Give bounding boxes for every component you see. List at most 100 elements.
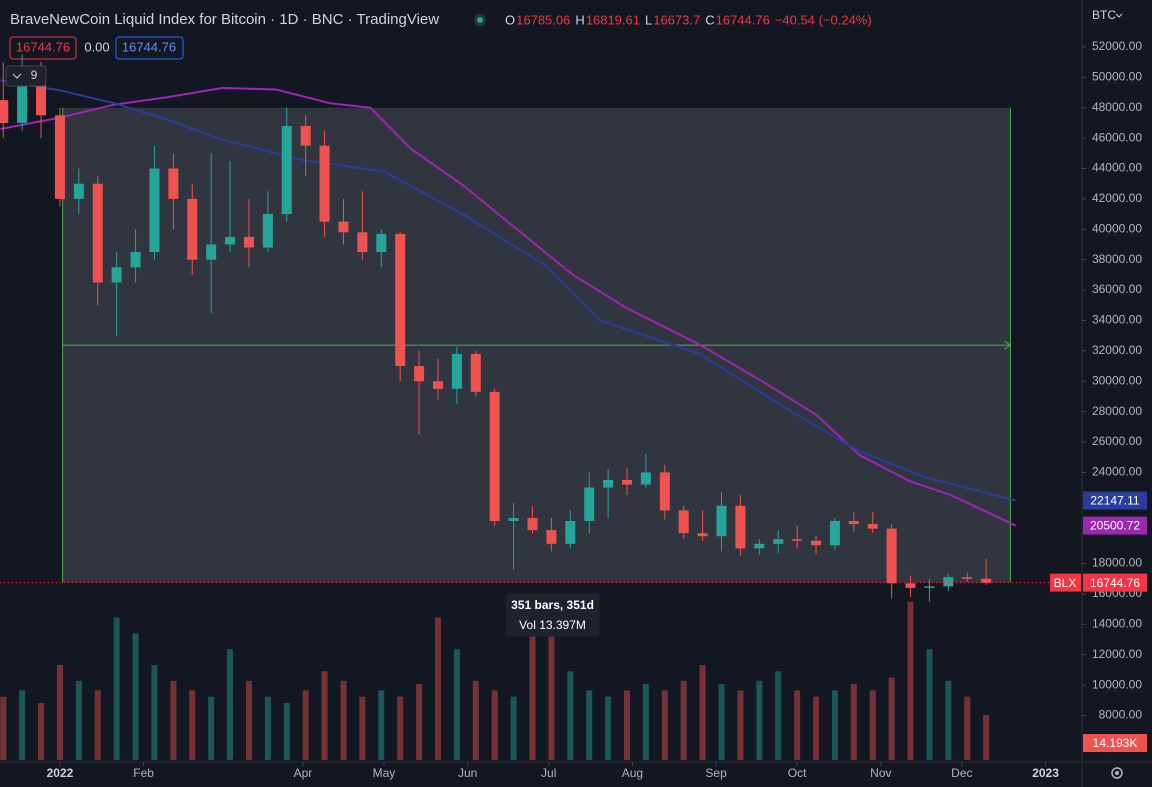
- candle-body: [0, 100, 9, 123]
- measure-arrow: [1004, 340, 1012, 350]
- y-tick-label: 10000.00: [1092, 677, 1142, 691]
- candle-body: [773, 539, 784, 544]
- candle-body: [640, 472, 651, 485]
- volume-label-box: [1083, 734, 1147, 752]
- volume-bar: [926, 649, 933, 760]
- x-tick-label: Jul: [541, 766, 556, 780]
- volume-bar: [132, 633, 139, 760]
- y-tick-label: 36000.00: [1092, 282, 1142, 296]
- volume-bar: [510, 696, 517, 760]
- ohlc-label: L: [645, 12, 652, 27]
- candle-body: [357, 232, 368, 253]
- volume-bar: [264, 696, 271, 760]
- candle-body: [36, 84, 47, 116]
- settings-icon[interactable]: [1111, 767, 1123, 779]
- currency[interactable]: BTC: [1092, 8, 1116, 22]
- collapse-button[interactable]: [5, 65, 47, 87]
- volume-bar: [888, 677, 895, 760]
- volume-bar: [208, 696, 215, 760]
- volume-bar: [321, 671, 328, 760]
- volume-bar: [397, 696, 404, 760]
- candle-body: [168, 168, 179, 199]
- volume-bar: [718, 684, 725, 760]
- y-tick-label: 8000.00: [1099, 708, 1143, 722]
- candle-body: [262, 214, 273, 248]
- candle-body: [111, 267, 122, 283]
- volume-bar: [850, 684, 857, 760]
- x-tick-label: 2022: [47, 766, 74, 780]
- tag-label: BLX: [1054, 576, 1077, 590]
- volume-bar: [529, 601, 536, 760]
- x-tick-label: Oct: [788, 766, 807, 780]
- x-tick-label: Apr: [294, 766, 313, 780]
- candle-body: [54, 115, 65, 199]
- badge: 9: [31, 68, 38, 82]
- candle-body: [414, 366, 425, 382]
- volume-bar: [680, 680, 687, 760]
- volume-bar: [869, 690, 876, 760]
- candle-body: [432, 381, 443, 389]
- candle-body: [659, 472, 670, 511]
- y-tick-label: 48000.00: [1092, 100, 1142, 114]
- candle-body: [73, 183, 84, 199]
- candle-body: [735, 505, 746, 549]
- x-tick-label: Nov: [870, 766, 891, 780]
- volume-bar: [586, 690, 593, 760]
- x-tick-label: Aug: [622, 766, 643, 780]
- input-box[interactable]: [115, 36, 184, 60]
- change: −40.54 (−0.24%): [775, 12, 872, 27]
- volume-bar: [0, 696, 7, 760]
- volume-bar: [227, 649, 234, 760]
- ohlc-label: O: [505, 12, 515, 27]
- candle-body: [962, 577, 973, 579]
- candle-body: [678, 510, 689, 534]
- moving-average: [0, 79, 1017, 502]
- price-label: 16744.76: [1090, 576, 1140, 590]
- volume-bar: [737, 690, 744, 760]
- price-label: 22147.11: [1090, 494, 1139, 508]
- y-tick-label: 44000.00: [1092, 161, 1142, 175]
- x-tick-label: Sep: [705, 766, 727, 780]
- candle-body: [470, 353, 481, 392]
- volume-bar: [472, 680, 479, 760]
- volume-bar: [605, 696, 612, 760]
- volume-bar: [416, 684, 423, 760]
- candle-body: [508, 517, 519, 522]
- volume-bar: [775, 671, 782, 760]
- volume-bar: [624, 690, 631, 760]
- candle-body: [149, 168, 160, 253]
- volume-bar: [491, 690, 498, 760]
- volume-bar: [434, 617, 441, 760]
- volume-bar: [151, 665, 158, 760]
- volume-bar: [983, 715, 990, 760]
- volume-bar: [794, 690, 801, 760]
- y-tick-label: 28000.00: [1092, 404, 1142, 418]
- x-tick-label: 2023: [1032, 766, 1059, 780]
- volume-bar: [661, 690, 668, 760]
- price-label-box: [1083, 573, 1147, 592]
- volume-bar: [945, 680, 952, 760]
- y-tick-label: 40000.00: [1092, 221, 1142, 235]
- volume-bar: [283, 703, 290, 760]
- ohlc-value: 16744.76: [716, 12, 770, 27]
- y-tick-label: 32000.00: [1092, 343, 1142, 357]
- candle-body: [716, 505, 727, 537]
- ohlc-label: H: [575, 12, 584, 27]
- volume-bar: [567, 671, 574, 760]
- volume-bar: [189, 690, 196, 760]
- candle-body: [811, 540, 822, 546]
- ohlc-value: 16673.7: [653, 12, 700, 27]
- measure-tooltip: [505, 592, 600, 637]
- volume-bar: [907, 601, 914, 760]
- input-box[interactable]: [9, 36, 77, 60]
- y-tick-label: 46000.00: [1092, 130, 1142, 144]
- candle-body: [225, 236, 236, 245]
- candle-body: [886, 528, 897, 584]
- y-tick-label: 14000.00: [1092, 617, 1142, 631]
- y-tick-label: 42000.00: [1092, 191, 1142, 205]
- volume-bar: [378, 690, 385, 760]
- candle-body: [584, 487, 595, 522]
- ohlc-value: 16785.06: [516, 12, 570, 27]
